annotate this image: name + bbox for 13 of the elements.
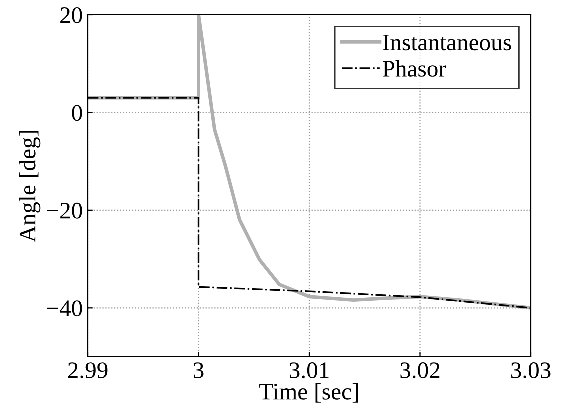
legend-label: Phasor (382, 60, 446, 77)
x-axis-title: Time [sec] (260, 383, 358, 403)
y-axis-title: Angle [deg] (19, 131, 41, 242)
y-tick-label: −20 (47, 202, 82, 219)
y-tick-label: −40 (47, 300, 82, 317)
x-tick-label: 3.02 (400, 362, 440, 379)
x-tick-label: 3 (194, 362, 204, 378)
x-tick-label: 2.99 (68, 362, 108, 379)
y-tick-label: 0 (72, 105, 82, 122)
y-tick-label: 20 (60, 7, 82, 24)
x-tick-label: 3.01 (290, 362, 329, 379)
x-tick-label: 3.03 (511, 362, 551, 379)
legend-label: Instantaneous (383, 34, 512, 51)
